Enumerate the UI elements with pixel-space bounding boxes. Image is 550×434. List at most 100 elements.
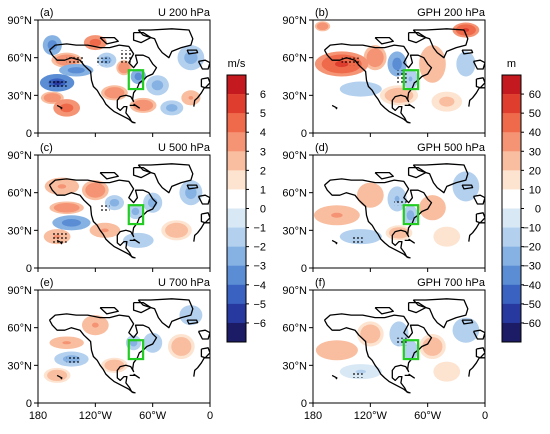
panel-1: 0 30°N 60°N 90°N (a) U 200 hPa <box>7 7 210 140</box>
coastline <box>475 212 485 224</box>
anomaly-cell <box>111 90 118 95</box>
colorbar-label: 2 <box>260 165 266 177</box>
y-tick-label: 90°N <box>7 285 32 297</box>
coastline <box>49 313 158 394</box>
anomaly-cell <box>366 192 374 199</box>
y-tick-label: 90°N <box>282 15 307 27</box>
coastline <box>461 49 474 55</box>
x-tick-label: 60°W <box>414 410 442 422</box>
y-tick-label: 30°N <box>7 225 32 237</box>
region-box <box>402 204 420 226</box>
colorbar-label: −60 <box>522 318 541 330</box>
coastline <box>48 319 135 394</box>
anomaly-cell <box>366 330 374 338</box>
anomaly-cell <box>355 87 367 91</box>
colorbar-swatch <box>502 227 521 247</box>
colorbar-swatch <box>227 284 246 305</box>
coastline <box>132 166 152 179</box>
anomaly-cell <box>187 54 195 61</box>
significance-stipple <box>341 57 361 66</box>
anomaly-cell <box>331 212 343 218</box>
anomaly-cell <box>66 220 77 225</box>
coastline <box>374 36 394 45</box>
anomaly-cell <box>122 65 126 70</box>
colorbar-swatch <box>227 170 246 190</box>
colorbar-swatch <box>502 189 521 209</box>
colorbar-label: −30 <box>522 261 541 273</box>
coastline <box>324 313 433 394</box>
plot-frame <box>37 154 211 269</box>
colorbar-label: −40 <box>522 280 541 292</box>
anomaly-cell <box>91 322 99 328</box>
coastline <box>468 222 485 242</box>
significance-stipple <box>351 371 363 378</box>
coastline <box>331 239 338 245</box>
significance-stipple <box>397 70 407 83</box>
colorbar-swatch <box>227 75 246 95</box>
colorbar-swatch <box>502 132 521 152</box>
significance-stipple <box>100 205 110 213</box>
anomaly-cell <box>408 212 413 218</box>
coastline <box>99 306 119 315</box>
region-box <box>402 69 420 91</box>
panel-4: 0 30°N 60°N 90°N (d) GPH 500 hPa <box>282 142 485 275</box>
anomaly-cell <box>49 96 56 100</box>
x-tick-label: 0 <box>207 410 213 422</box>
coastline <box>412 28 469 59</box>
colorbar-swatch <box>502 322 521 343</box>
coastline <box>48 184 135 259</box>
y-tick-label: 60°N <box>282 188 307 200</box>
anomaly-cell <box>395 230 403 235</box>
colorbar-label: −10 <box>522 223 541 235</box>
anomaly-cell <box>429 204 436 211</box>
colorbar-1: m/s 6 5 4 3 2 1 0 −1 −2 −3 −4 −5 −6 <box>226 58 266 343</box>
significance-stipple <box>119 50 132 63</box>
coastline <box>49 43 158 124</box>
significance-stipple <box>397 337 407 346</box>
anomaly-cell <box>463 60 469 68</box>
anomaly-cell <box>394 60 400 68</box>
coastline <box>331 374 338 380</box>
anomaly-cell <box>91 187 99 193</box>
coastline <box>132 301 152 314</box>
coastline <box>197 59 210 70</box>
coastline <box>468 357 485 377</box>
coastline <box>468 87 485 107</box>
y-tick-label: 0 <box>26 128 32 140</box>
anomaly-field <box>314 21 485 124</box>
x-tick-label: 120°W <box>354 410 388 422</box>
plot-frame <box>312 19 486 134</box>
significance-stipple <box>66 355 81 363</box>
anomaly-cell <box>442 99 451 105</box>
coastline <box>404 373 415 379</box>
colorbar-label: 20 <box>529 165 541 177</box>
plot-frame <box>37 289 211 404</box>
region-box <box>402 339 420 361</box>
panel-label: (e) <box>40 277 53 289</box>
colorbar-label: −2 <box>253 242 266 254</box>
panel-6: 180 120°W 60°W 0 0 30°N 60°N 90°N (f) GPH 700 hPa <box>282 277 488 422</box>
anomaly-cell <box>408 76 413 82</box>
anomaly-field <box>315 298 485 394</box>
anomaly-cell <box>429 343 436 350</box>
colorbar-label: −50 <box>522 299 541 311</box>
panel-label: (f) <box>315 277 325 289</box>
colorbar-label: −3 <box>253 261 266 273</box>
plot-frame <box>37 19 211 134</box>
y-tick-label: 60°N <box>282 53 307 65</box>
colorbar-2: m 60 50 40 30 20 10 0 −10 −20 −30 −40 −50 −60 <box>501 58 541 343</box>
anomaly-cell <box>396 330 402 338</box>
coastline <box>137 298 194 329</box>
plot-frame <box>312 289 486 404</box>
coastline <box>323 49 410 124</box>
anomaly-cell <box>112 200 117 205</box>
coastline <box>461 184 474 190</box>
coastline <box>407 301 427 314</box>
coastline <box>323 184 410 259</box>
colorbar-swatch <box>227 303 246 324</box>
coastline <box>324 43 433 124</box>
y-tick-label: 0 <box>26 398 32 410</box>
coastline <box>472 194 485 205</box>
colorbar-swatch <box>502 265 521 286</box>
colorbar-swatch <box>502 284 521 305</box>
